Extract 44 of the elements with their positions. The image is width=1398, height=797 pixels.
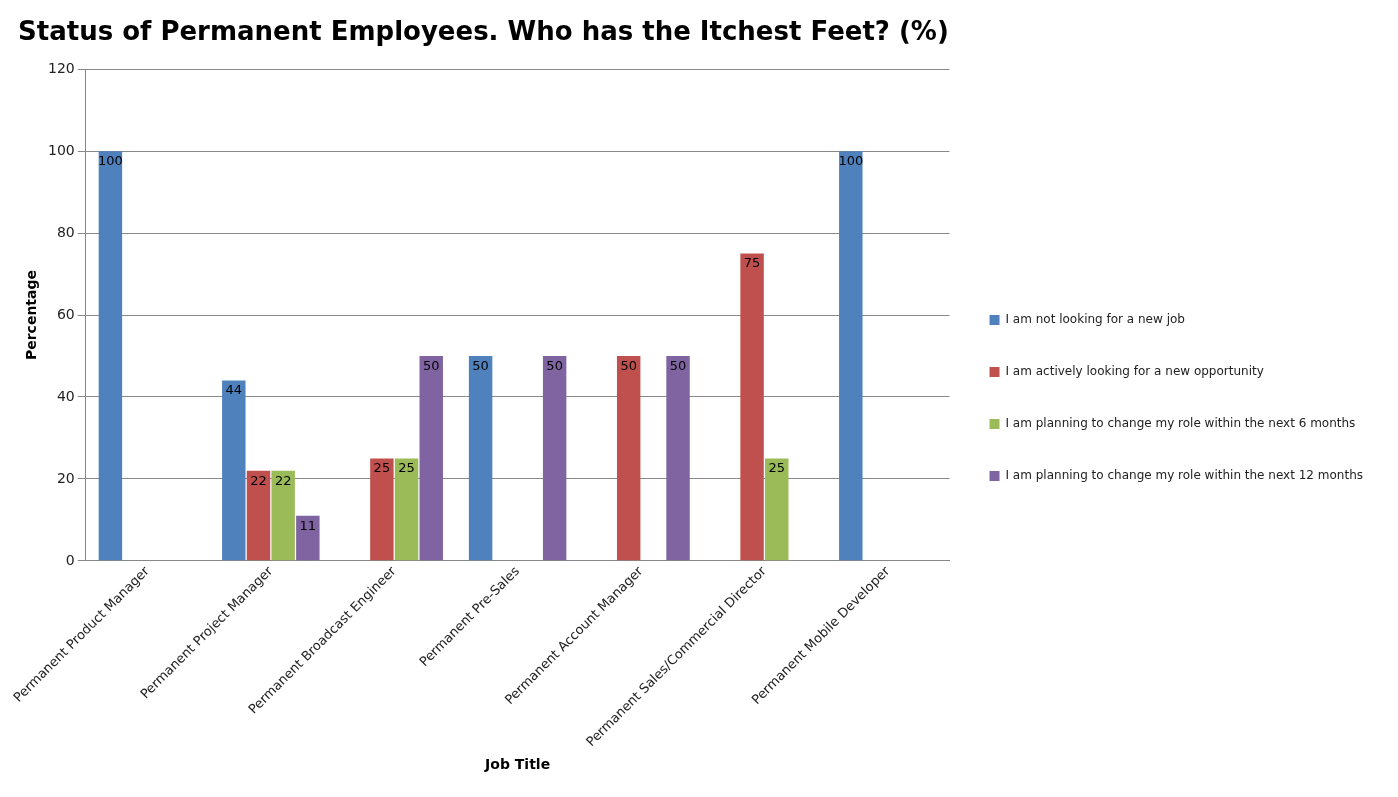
bar [616, 356, 641, 561]
data-label: 100 [97, 153, 123, 169]
data-label: 50 [546, 357, 563, 373]
y-tick-label: 100 [47, 141, 75, 158]
bar [542, 356, 567, 561]
data-label: 25 [398, 460, 415, 476]
data-label: 44 [225, 382, 243, 398]
chart-title: Status of Permanent Employees. Who has the Itchest Feet? (%) [18, 16, 949, 47]
data-label: 25 [768, 460, 786, 476]
bar [419, 356, 443, 561]
data-label: 50 [472, 357, 489, 373]
y-tick-label: 60 [56, 305, 75, 322]
y-tick-label: 40 [56, 387, 75, 404]
data-label: 100 [838, 153, 864, 169]
data-label: 75 [743, 255, 761, 271]
bar [740, 253, 764, 561]
legend-label: I am planning to change my role within the next 12 months [1005, 468, 1364, 483]
y-tick-label: 120 [47, 59, 75, 76]
data-label: 50 [669, 357, 687, 373]
legend-label: I am planning to change my role within the next 6 months [1005, 416, 1356, 431]
data-label: 22 [250, 472, 267, 488]
legend-label: I am not looking for a new job [1005, 312, 1185, 327]
bar [98, 151, 123, 561]
bar [370, 458, 394, 561]
y-tick-label: 20 [56, 469, 75, 486]
bar [468, 356, 493, 561]
legend-label: I am actively looking for a new opportunity [1005, 364, 1264, 379]
data-label: 25 [373, 460, 391, 476]
y-tick-label: 80 [56, 223, 75, 240]
data-label: 50 [422, 357, 440, 373]
bar [222, 380, 246, 561]
data-label: 50 [620, 357, 637, 373]
x-axis-title: Job Title [484, 756, 551, 773]
data-label: 22 [274, 472, 292, 488]
y-tick-label: 0 [65, 551, 75, 568]
bar [839, 151, 863, 561]
bar [666, 356, 690, 561]
bar [271, 470, 295, 561]
bar [296, 515, 320, 561]
bar [246, 470, 271, 561]
data-label: 11 [299, 517, 317, 533]
bar [765, 458, 789, 561]
y-axis-title: Percentage [23, 269, 40, 361]
bar [394, 458, 419, 561]
